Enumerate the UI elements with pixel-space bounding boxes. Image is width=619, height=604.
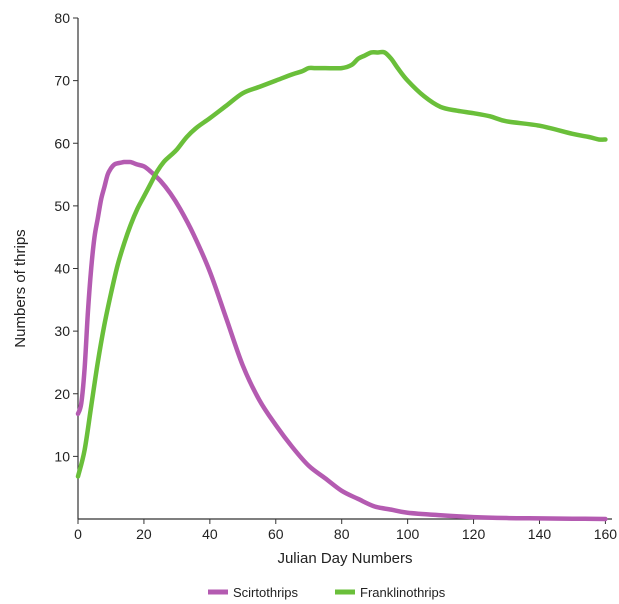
y-tick-label: 20 — [54, 386, 70, 402]
series-layer — [75, 49, 608, 522]
y-tick-label: 60 — [54, 135, 70, 151]
y-tick-label: 30 — [54, 323, 70, 339]
x-tick-label: 160 — [594, 526, 618, 542]
x-tick-label: 120 — [462, 526, 486, 542]
legend-label-franklinothrips: Franklinothrips — [360, 585, 446, 600]
x-tick-label: 20 — [136, 526, 152, 542]
y-tick-label: 50 — [54, 198, 70, 214]
series-line-scirtothrips — [75, 159, 608, 522]
x-tick-label: 40 — [202, 526, 218, 542]
tick-labels: 0 20 40 60 80 100 120 140 160 10 20 30 40 50 60 70 80 — [54, 10, 617, 542]
x-tick-label: 60 — [268, 526, 284, 542]
x-tick-label: 80 — [334, 526, 350, 542]
legend: Scirtothrips Franklinothrips — [208, 585, 446, 600]
x-axis-label: Julian Day Numbers — [277, 550, 412, 567]
y-tick-label: 80 — [54, 10, 70, 26]
axes — [73, 17, 612, 524]
y-tick-label: 10 — [54, 448, 70, 464]
y-tick-label: 70 — [54, 73, 70, 89]
x-tick-label: 140 — [528, 526, 552, 542]
y-axis-label: Numbers of thrips — [12, 229, 29, 347]
x-tick-label: 100 — [396, 526, 420, 542]
x-tick-label: 0 — [74, 526, 82, 542]
y-tick-label: 40 — [54, 261, 70, 277]
legend-label-scirtothrips: Scirtothrips — [233, 585, 299, 600]
series-line-franklinothrips — [75, 49, 608, 479]
